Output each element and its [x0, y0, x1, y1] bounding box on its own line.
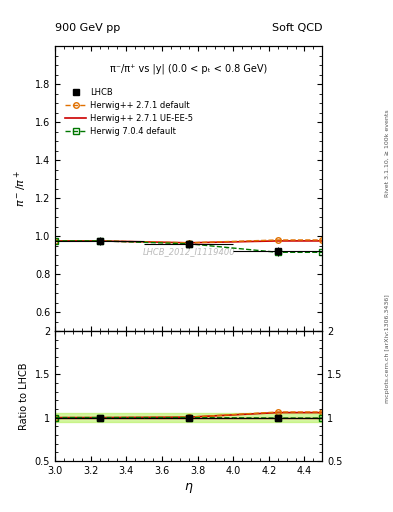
Herwig 7.0.4 default: [186, 241, 191, 247]
Herwig 7.0.4 default: [53, 238, 57, 244]
Herwig 7.0.4 default: [320, 249, 325, 255]
X-axis label: $\eta$: $\eta$: [184, 481, 193, 495]
Herwig++ 2.7.1 default: [320, 237, 325, 243]
Text: Rivet 3.1.10, ≥ 100k events: Rivet 3.1.10, ≥ 100k events: [385, 110, 389, 198]
Bar: [55, 413, 322, 422]
Herwig++ 2.7.1 default: [53, 238, 57, 244]
Text: Soft QCD: Soft QCD: [272, 23, 322, 33]
Y-axis label: Ratio to LHCB: Ratio to LHCB: [19, 362, 29, 430]
Y-axis label: $\pi^-/\pi^+$: $\pi^-/\pi^+$: [13, 170, 29, 207]
Line: Herwig++ 2.7.1 default: Herwig++ 2.7.1 default: [52, 237, 325, 246]
Line: Herwig 7.0.4 default: Herwig 7.0.4 default: [52, 238, 325, 255]
Herwig++ 2.7.1 UE-EE-5: [53, 238, 57, 244]
Herwig++ 2.7.1 UE-EE-5: [97, 238, 102, 244]
Text: 900 GeV pp: 900 GeV pp: [55, 23, 120, 33]
Herwig++ 2.7.1 UE-EE-5: [275, 238, 280, 244]
Herwig++ 2.7.1 UE-EE-5: [320, 238, 325, 244]
Text: π⁻/π⁺ vs |y| (0.0 < pₜ < 0.8 GeV): π⁻/π⁺ vs |y| (0.0 < pₜ < 0.8 GeV): [110, 63, 267, 74]
Herwig++ 2.7.1 default: [275, 237, 280, 243]
Legend: LHCB, Herwig++ 2.7.1 default, Herwig++ 2.7.1 UE-EE-5, Herwig 7.0.4 default: LHCB, Herwig++ 2.7.1 default, Herwig++ 2…: [62, 84, 196, 140]
Herwig++ 2.7.1 default: [186, 240, 191, 246]
Text: mcplots.cern.ch [arXiv:1306.3436]: mcplots.cern.ch [arXiv:1306.3436]: [385, 294, 389, 402]
Herwig++ 2.7.1 default: [97, 238, 102, 244]
Line: Herwig++ 2.7.1 UE-EE-5: Herwig++ 2.7.1 UE-EE-5: [55, 241, 322, 243]
Herwig 7.0.4 default: [97, 238, 102, 244]
Herwig++ 2.7.1 UE-EE-5: [186, 240, 191, 246]
Herwig 7.0.4 default: [275, 249, 280, 255]
Text: LHCB_2012_I1119400: LHCB_2012_I1119400: [142, 247, 235, 256]
